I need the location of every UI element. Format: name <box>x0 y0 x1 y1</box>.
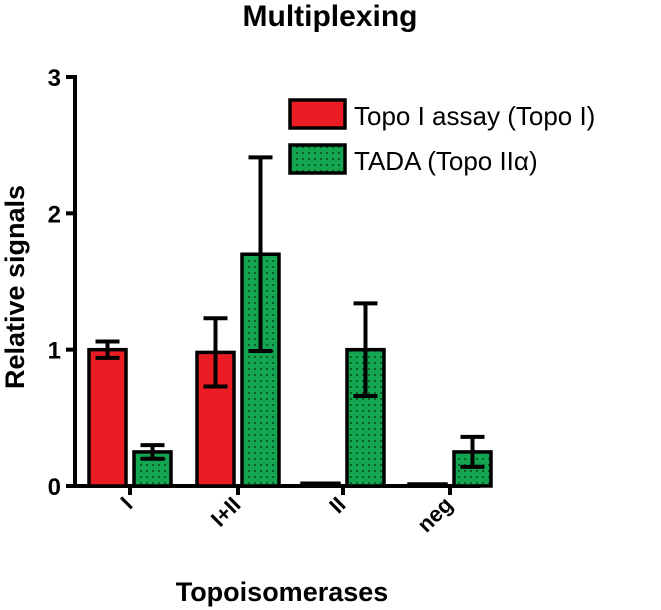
y-tick-label: 0 <box>48 474 61 501</box>
category-label: I+II <box>206 492 246 532</box>
bar-tada-1 <box>240 252 281 488</box>
x-axis-label: Topoisomerases <box>176 577 389 607</box>
category-label: neg <box>412 492 457 537</box>
bar-topo-i-3 <box>407 482 448 488</box>
y-tick-label: 3 <box>48 65 61 92</box>
category-label: I <box>116 492 138 514</box>
legend-swatch <box>288 98 347 130</box>
chart-title: Multiplexing <box>243 0 418 33</box>
legend-label: TADA (Topo IIα) <box>354 146 538 176</box>
bar-topo-i-2 <box>300 481 341 488</box>
y-axis-label: Relative signals <box>0 185 30 389</box>
bar-tada-2 <box>345 347 386 488</box>
legend: Topo I assay (Topo I) TADA (Topo IIα) <box>288 98 595 176</box>
legend-label: Topo I assay (Topo I) <box>354 101 595 131</box>
bar-topo-i-0 <box>87 347 128 488</box>
y-tick-label: 2 <box>48 201 61 228</box>
legend-swatch <box>288 143 347 175</box>
y-tick-label: 1 <box>48 338 61 365</box>
plot-area: 0 1 2 3 I I+II II neg <box>48 65 493 537</box>
category-label: II <box>324 492 350 518</box>
